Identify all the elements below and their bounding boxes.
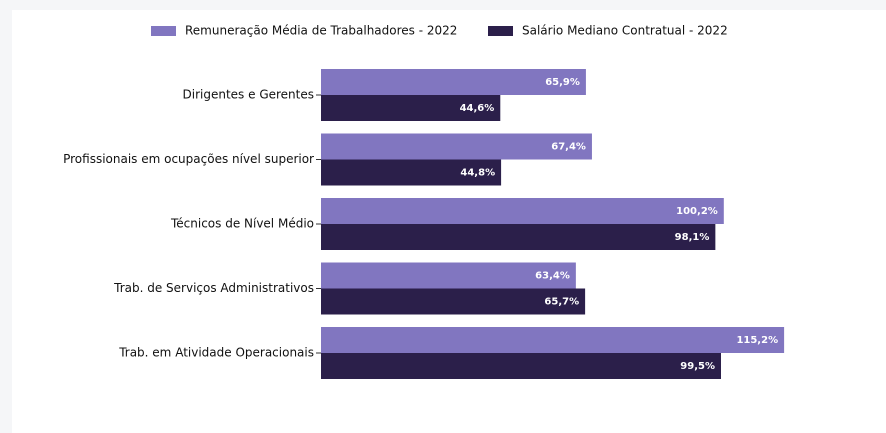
bar bbox=[321, 69, 586, 95]
value-label: 99,5% bbox=[680, 361, 715, 372]
value-label: 115,2% bbox=[736, 335, 778, 346]
y-tick-label: Trab. em Atividade Operacionais bbox=[118, 346, 314, 360]
value-label: 98,1% bbox=[675, 232, 710, 243]
bar bbox=[321, 198, 724, 224]
bar bbox=[321, 95, 501, 121]
value-label: 44,6% bbox=[460, 103, 495, 114]
bar bbox=[321, 288, 586, 315]
value-label: 65,7% bbox=[544, 297, 579, 308]
bar bbox=[321, 133, 592, 160]
y-tick-label: Trab. de Serviços Administrativos bbox=[113, 281, 314, 295]
legend-swatch bbox=[151, 26, 176, 36]
y-tick-label: Profissionais em ocupações nível superio… bbox=[63, 152, 314, 166]
bar bbox=[321, 262, 576, 289]
bar bbox=[321, 159, 502, 186]
value-label: 65,9% bbox=[545, 77, 580, 88]
legend-label: Salário Mediano Contratual - 2022 bbox=[522, 24, 728, 38]
bar bbox=[321, 353, 721, 379]
value-label: 100,2% bbox=[676, 206, 718, 217]
y-tick-label: Técnicos de Nível Médio bbox=[170, 217, 314, 231]
value-label: 67,4% bbox=[551, 142, 586, 153]
value-label: 44,8% bbox=[460, 168, 495, 179]
bar bbox=[321, 327, 785, 353]
legend-swatch bbox=[488, 26, 513, 36]
legend-label: Remuneração Média de Trabalhadores - 202… bbox=[185, 24, 457, 38]
value-label: 63,4% bbox=[535, 271, 570, 282]
bar bbox=[321, 224, 716, 250]
y-tick-label: Dirigentes e Gerentes bbox=[183, 88, 314, 102]
